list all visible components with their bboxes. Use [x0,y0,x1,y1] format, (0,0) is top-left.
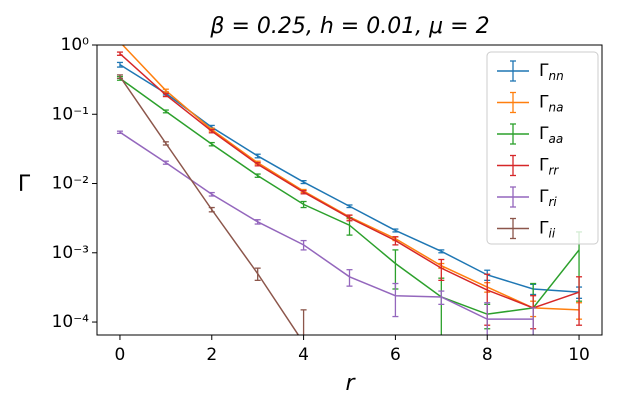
y-axis-label: Γ [18,172,31,197]
error-bar [116,51,123,56]
error-bar [254,219,261,225]
plot-area [116,41,583,335]
error-bar [116,130,123,135]
error-bar [208,191,215,197]
error-bar [392,236,399,246]
error-bar [208,128,215,134]
legend-label: Γri [539,187,557,209]
error-bar [254,153,261,159]
error-bar [346,269,353,287]
series-line [119,131,534,320]
error-bar [116,74,123,79]
y-tick-label: 10⁻⁴ [52,312,90,332]
error-bar [300,239,307,251]
error-bar [300,180,307,185]
legend-box [486,51,599,245]
error-bar [438,290,445,306]
error-bar [346,204,353,209]
axes-frame [96,44,603,336]
error-bar [576,276,583,326]
error-bar [162,109,169,114]
error-bar [392,228,399,233]
y-tick-label: 10⁻³ [52,243,89,263]
error-bar [438,258,445,281]
y-tick-label: 10⁻² [52,174,89,194]
error-bar [162,88,169,93]
x-tick-label: 8 [482,345,493,365]
x-tick-label: 0 [115,345,126,365]
legend-label: Γrr [539,156,559,178]
legend-label: Γaa [539,124,563,146]
error-bar [438,249,445,254]
x-tick-label: 2 [206,345,217,365]
legend-label: Γnn [539,61,564,83]
x-axis-label: r [345,371,356,396]
x-tick-label: 6 [390,345,401,365]
error-bar [254,267,261,281]
legend-label: Γii [539,219,556,241]
x-tick-label: 10 [568,345,590,365]
error-bar [162,92,169,98]
legend-label: Γna [539,93,563,115]
error-bar [208,206,215,213]
error-bar [346,214,353,222]
error-bar [300,200,307,209]
error-bar [438,277,445,335]
error-bar [392,282,399,318]
error-bar [162,160,169,165]
error-bar [116,61,123,68]
error-bar [300,189,307,195]
chart-title: β = 0.25, h = 0.01, μ = 2 [209,14,489,39]
error-bar [117,41,123,44]
error-bar [254,173,261,178]
error-bar [484,302,491,335]
error-bar [254,162,261,167]
error-bar [208,141,215,147]
error-bar [300,309,307,335]
y-tick-label: 10⁻¹ [52,104,89,124]
y-tick-label: 10⁰ [61,35,90,55]
x-tick-label: 4 [298,345,309,365]
error-bar [162,141,169,146]
error-bar [530,307,537,335]
